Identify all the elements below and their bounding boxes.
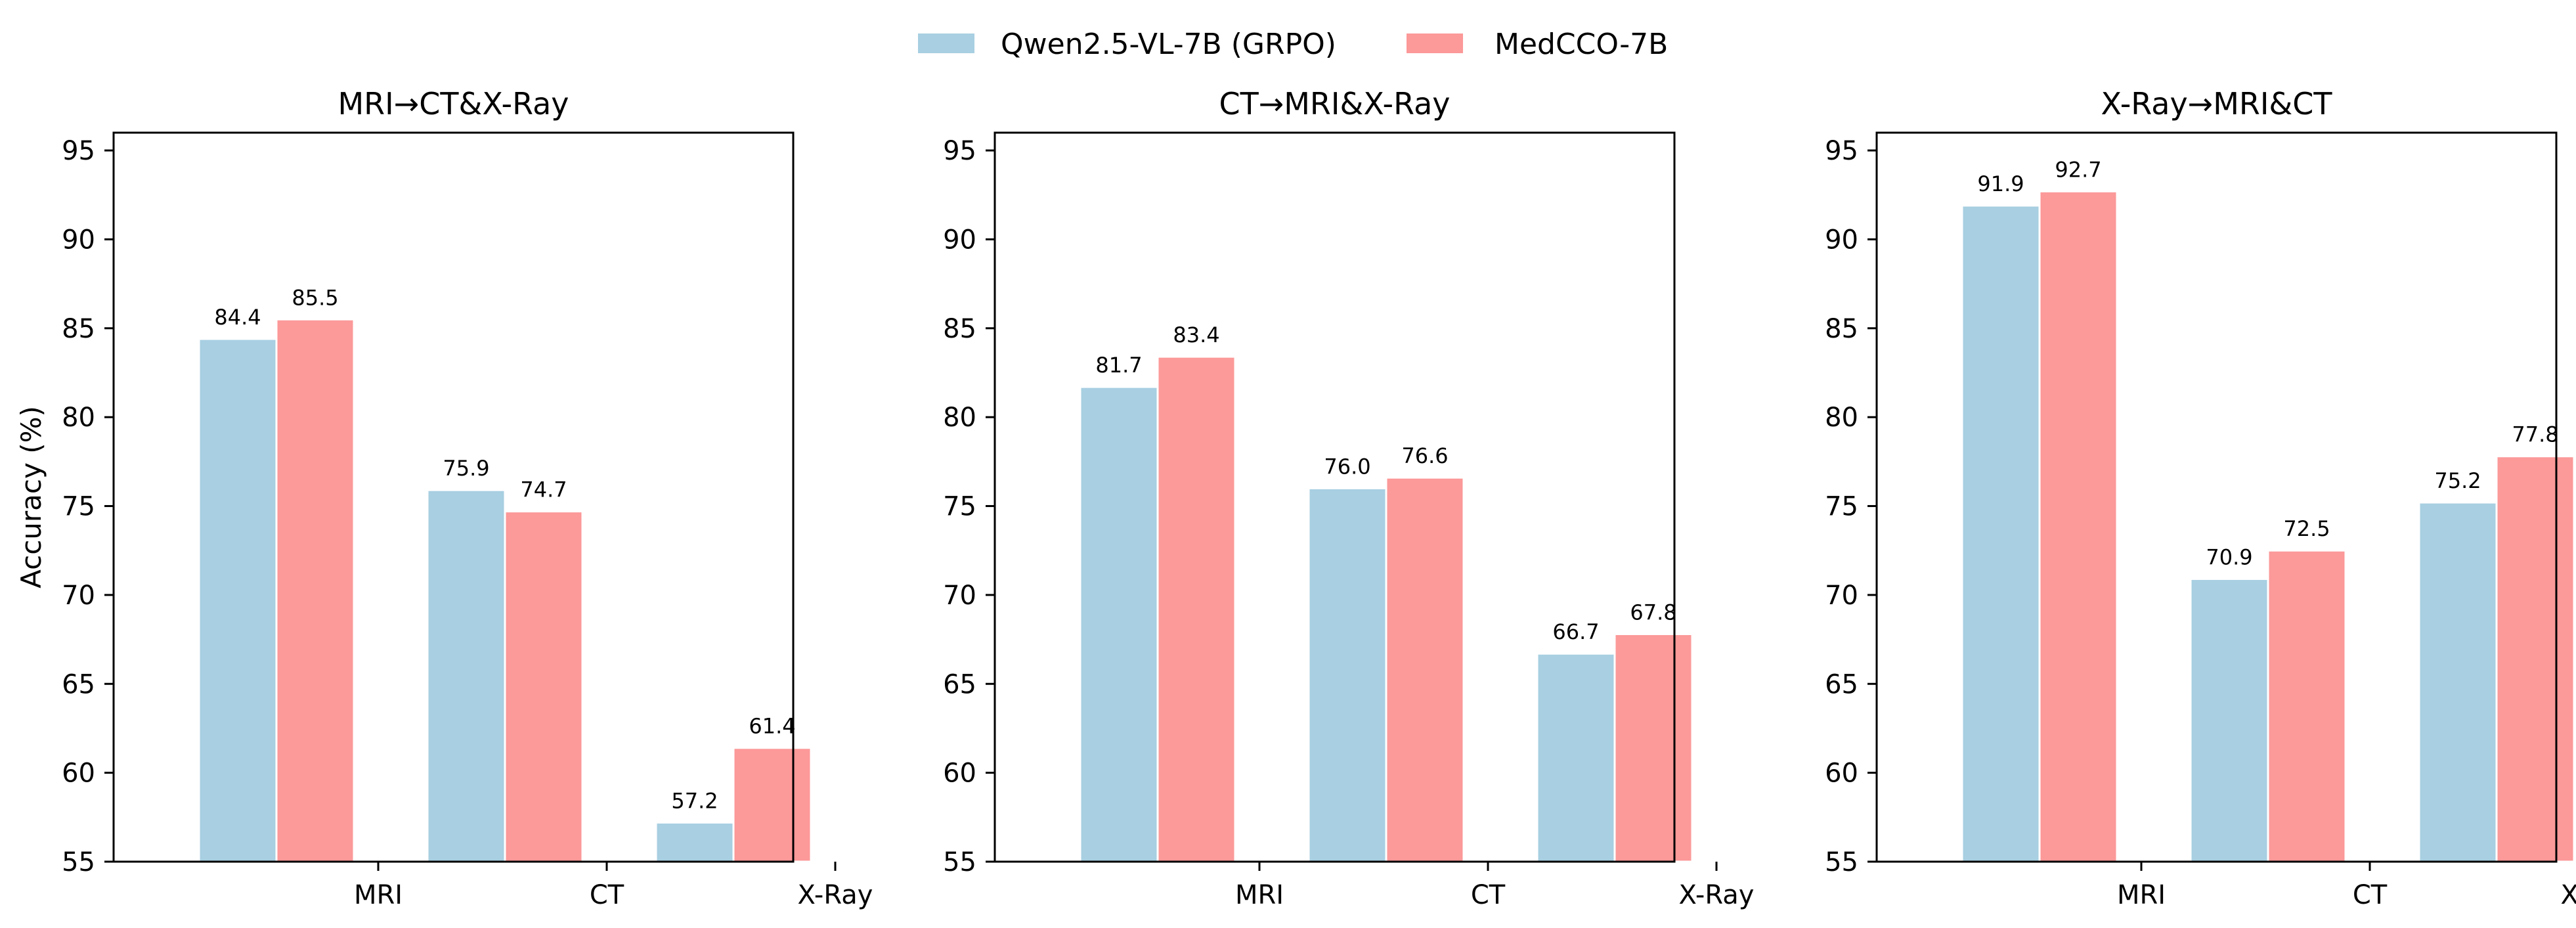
y-tick-label-ct-source-60: 60 — [943, 759, 976, 789]
bar-ct-source-mri-medcco — [1156, 355, 1236, 863]
bar-ct-source-ct-medcco — [1385, 476, 1465, 863]
value-label-ct-source-ct-qwen: 76.0 — [1324, 454, 1370, 479]
chart-panel-ct-source: CT→MRI&X-Ray 81.7 83.4 76.0 76.6 66.7 67.8 55 60… — [943, 86, 1754, 910]
value-label-xray-source-ct-medcco: 72.5 — [2283, 516, 2330, 541]
x-tick-label-xray-source-mri: MRI — [2117, 880, 2166, 910]
y-tick-label-xray-source-55: 55 — [1825, 847, 1858, 877]
value-label-ct-source-x-ray-medcco: 67.8 — [1630, 600, 1676, 625]
y-tick-label-mri-source-85: 85 — [62, 314, 95, 344]
value-label-xray-source-x-ray-qwen: 75.2 — [2434, 468, 2481, 493]
bar-ct-source-x-ray-medcco — [1613, 632, 1693, 863]
chart-panels: MRI→CT&X-Ray 84.4 85.5 75.9 74.7 57.2 61.4 55 60… — [15, 86, 2576, 910]
bar-mri-source-ct-qwen — [426, 489, 506, 863]
bar-xray-source-ct-medcco — [2267, 549, 2347, 863]
y-tick-label-mri-source-70: 70 — [62, 581, 95, 611]
bar-ct-source-ct-qwen — [1307, 487, 1387, 863]
bar-mri-source-mri-medcco — [275, 318, 355, 863]
y-tick-label-mri-source-95: 95 — [62, 136, 95, 166]
x-tick-label-ct-source-ct: CT — [1471, 880, 1506, 910]
value-label-mri-source-ct-qwen: 75.9 — [443, 456, 489, 481]
y-tick-label-mri-source-55: 55 — [62, 847, 95, 877]
y-tick-label-xray-source-90: 90 — [1825, 225, 1858, 255]
bar-xray-source-mri-medcco — [2038, 190, 2118, 863]
y-tick-label-xray-source-80: 80 — [1825, 403, 1858, 433]
y-tick-label-xray-source-70: 70 — [1825, 581, 1858, 611]
legend-label-medcco: MedCCO-7B — [1495, 28, 1668, 61]
x-tick-label-xray-source-x-ray: X-Ray — [2561, 880, 2576, 910]
bar-xray-source-x-ray-medcco — [2495, 455, 2575, 863]
value-label-mri-source-ct-medcco: 74.7 — [520, 477, 567, 502]
y-axis-label-mri-source: Accuracy (%) — [15, 406, 47, 588]
y-tick-label-ct-source-80: 80 — [943, 403, 976, 433]
y-tick-label-ct-source-95: 95 — [943, 136, 976, 166]
value-label-mri-source-x-ray-qwen: 57.2 — [671, 788, 718, 813]
y-tick-label-mri-source-80: 80 — [62, 403, 95, 433]
legend-swatch-qwen — [918, 33, 974, 53]
bar-mri-source-x-ray-qwen — [655, 821, 735, 863]
y-tick-label-ct-source-90: 90 — [943, 225, 976, 255]
y-tick-label-mri-source-60: 60 — [62, 759, 95, 789]
y-tick-label-ct-source-65: 65 — [943, 669, 976, 699]
x-tick-label-mri-source-mri: MRI — [354, 880, 403, 910]
value-label-ct-source-mri-medcco: 83.4 — [1173, 322, 1219, 347]
plot-frame-ct-source — [993, 131, 1676, 863]
y-tick-label-ct-source-75: 75 — [943, 492, 976, 522]
bar-xray-source-mri-qwen — [1961, 204, 2041, 863]
value-label-xray-source-mri-qwen: 91.9 — [1977, 171, 2024, 196]
y-tick-label-mri-source-75: 75 — [62, 492, 95, 522]
x-tick-label-mri-source-x-ray: X-Ray — [798, 880, 873, 910]
chart-title-ct-source: CT→MRI&X-Ray — [1219, 86, 1450, 122]
bar-xray-source-x-ray-qwen — [2418, 501, 2498, 863]
chart-title-mri-source: MRI→CT&X-Ray — [338, 86, 569, 122]
x-tick-label-mri-source-ct: CT — [590, 880, 624, 910]
y-tick-label-mri-source-65: 65 — [62, 669, 95, 699]
bar-ct-source-x-ray-qwen — [1536, 652, 1616, 863]
bar-mri-source-x-ray-medcco — [732, 747, 812, 863]
y-tick-label-ct-source-55: 55 — [943, 847, 976, 877]
bar-mri-source-mri-qwen — [198, 338, 278, 863]
chart-panel-xray-source: X-Ray→MRI&CT 91.9 92.7 70.9 72.5 75.2 77.8 55 60… — [1825, 86, 2576, 910]
plot-frame-mri-source — [112, 131, 795, 863]
y-tick-label-xray-source-65: 65 — [1825, 669, 1858, 699]
y-tick-label-ct-source-85: 85 — [943, 314, 976, 344]
bar-xray-source-ct-qwen — [2189, 578, 2269, 863]
value-label-ct-source-x-ray-qwen: 66.7 — [1552, 619, 1599, 644]
value-label-xray-source-x-ray-medcco: 77.8 — [2512, 422, 2558, 447]
y-tick-label-xray-source-75: 75 — [1825, 492, 1858, 522]
bar-mri-source-ct-medcco — [504, 510, 584, 863]
y-tick-label-xray-source-95: 95 — [1825, 136, 1858, 166]
plot-frame-xray-source — [1875, 131, 2558, 863]
value-label-ct-source-ct-medcco: 76.6 — [1401, 443, 1448, 468]
legend-label-qwen: Qwen2.5-VL-7B (GRPO) — [1001, 28, 1336, 61]
legend: Qwen2.5-VL-7B (GRPO) MedCCO-7B — [918, 28, 1668, 61]
value-label-ct-source-mri-qwen: 81.7 — [1095, 353, 1142, 378]
value-label-mri-source-mri-medcco: 85.5 — [292, 285, 338, 310]
y-tick-label-mri-source-90: 90 — [62, 225, 95, 255]
value-label-mri-source-x-ray-medcco: 61.4 — [749, 714, 795, 739]
x-tick-label-ct-source-mri: MRI — [1235, 880, 1284, 910]
value-label-mri-source-mri-qwen: 84.4 — [214, 305, 261, 330]
bar-ct-source-mri-qwen — [1079, 386, 1159, 863]
value-label-xray-source-ct-qwen: 70.9 — [2206, 545, 2252, 570]
y-tick-label-xray-source-85: 85 — [1825, 314, 1858, 344]
chart-panel-mri-source: MRI→CT&X-Ray 84.4 85.5 75.9 74.7 57.2 61.4 55 60… — [15, 86, 873, 910]
value-label-xray-source-mri-medcco: 92.7 — [2055, 157, 2101, 182]
y-tick-label-xray-source-60: 60 — [1825, 759, 1858, 789]
y-tick-label-ct-source-70: 70 — [943, 581, 976, 611]
legend-swatch-medcco — [1407, 33, 1463, 53]
chart-title-xray-source: X-Ray→MRI&CT — [2101, 86, 2332, 122]
x-tick-label-ct-source-x-ray: X-Ray — [1679, 880, 1755, 910]
x-tick-label-xray-source-ct: CT — [2353, 880, 2388, 910]
